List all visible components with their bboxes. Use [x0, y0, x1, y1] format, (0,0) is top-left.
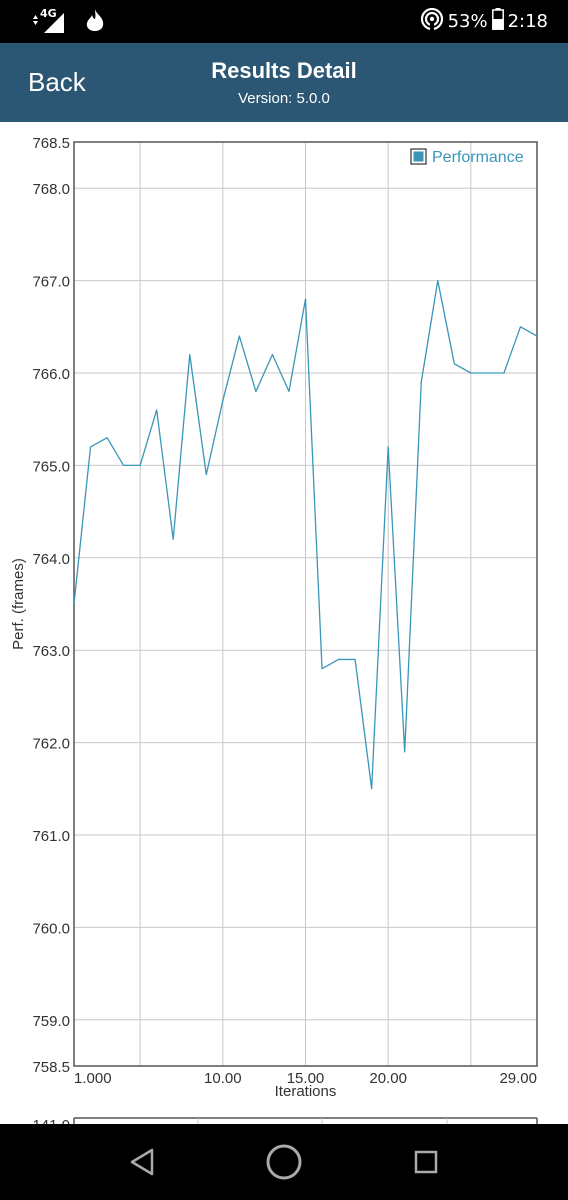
back-nav-icon[interactable] — [128, 1144, 156, 1185]
y-tick-label: 759.0 — [32, 1013, 70, 1030]
y-tick-label: 760.0 — [32, 920, 70, 937]
y-tick-label: 765.0 — [32, 458, 70, 475]
clock: 2:18 — [507, 11, 548, 32]
y-tick-label: 767.0 — [32, 274, 70, 291]
title-block: Results Detail Version: 5.0.0 — [0, 58, 568, 107]
signal-icon: 4G — [30, 7, 66, 35]
x-tick-label: 20.00 — [369, 1070, 407, 1087]
home-nav-icon[interactable] — [264, 1142, 304, 1187]
hotspot-icon — [420, 7, 444, 36]
navigation-bar — [0, 1124, 568, 1200]
version-text: Version: 5.0.0 — [238, 90, 330, 107]
y-tick-label: 766.0 — [32, 366, 70, 383]
y-tick-label: 768.0 — [32, 181, 70, 198]
legend-label: Performance — [432, 149, 524, 166]
x-tick-label: 1.000 — [74, 1070, 112, 1087]
app-header: Back Results Detail Version: 5.0.0 — [0, 43, 568, 122]
y-tick-label: 758.5 — [32, 1059, 70, 1076]
battery-icon — [491, 8, 504, 35]
status-right: 53% 2:18 — [420, 0, 548, 43]
battery-percent: 53% — [447, 11, 488, 32]
page-title: Results Detail — [211, 58, 357, 83]
next-chart-y-label: 141.0 — [32, 1117, 70, 1124]
status-bar: 4G 53% 2:18 — [0, 0, 568, 43]
fire-icon — [84, 8, 106, 37]
back-button[interactable]: Back — [28, 67, 86, 97]
y-axis-label: Perf. (frames) — [10, 558, 27, 650]
legend-swatch — [413, 151, 424, 162]
network-type: 4G — [40, 7, 57, 20]
x-tick-label: 15.00 — [287, 1070, 325, 1087]
status-left: 4G — [30, 7, 106, 37]
performance-chart: 768.5 768.0 767.0 766.0 765.0 764.0 763.0 762.0… — [10, 135, 538, 1124]
x-tick-label: 10.00 — [204, 1070, 242, 1087]
recents-nav-icon[interactable] — [412, 1148, 440, 1181]
y-tick-label: 768.5 — [32, 135, 70, 152]
y-tick-label: 762.0 — [32, 736, 70, 753]
y-tick-label: 763.0 — [32, 643, 70, 660]
x-tick-label: 29.00 — [499, 1070, 537, 1087]
series-line-performance — [73, 279, 538, 790]
y-tick-label: 764.0 — [32, 551, 70, 568]
y-tick-label: 761.0 — [32, 828, 70, 845]
x-axis-label: Iterations — [275, 1083, 337, 1100]
